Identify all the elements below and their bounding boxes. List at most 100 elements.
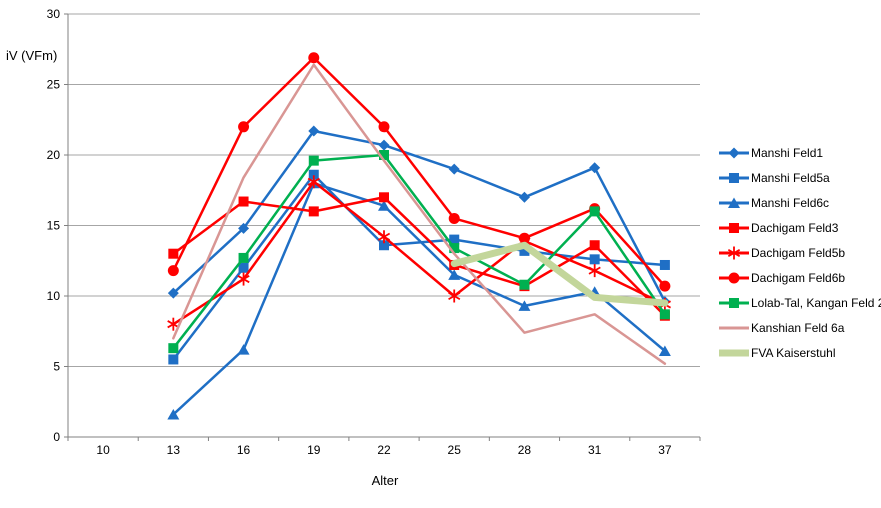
legend-marker-square	[719, 171, 749, 185]
series-line-manshi-feld6c	[172, 181, 667, 416]
legend-item-kanshian-feld-6a[interactable]: Kanshian Feld 6a	[719, 321, 881, 335]
legend: Manshi Feld1 Manshi Feld5a Manshi Feld6c Da…	[719, 146, 881, 360]
legend-item-dachigam-feld6b[interactable]: Dachigam Feld6b	[719, 271, 881, 285]
legend-marker-square	[719, 296, 749, 310]
marker-circle	[167, 265, 179, 277]
x-tick-label: 37	[658, 443, 672, 457]
y-tick-label: 10	[47, 289, 61, 303]
y-tick-label: 15	[47, 219, 61, 233]
marker-square	[659, 259, 670, 270]
marker-square	[238, 262, 249, 273]
legend-label: Dachigam Feld6b	[751, 271, 846, 285]
marker-circle	[308, 52, 320, 64]
marker-square	[449, 243, 460, 254]
marker-triangle	[378, 200, 390, 211]
marker-circle	[238, 121, 250, 133]
marker-diamond	[238, 222, 250, 234]
marker-square	[238, 252, 249, 263]
x-tick-label: 28	[518, 443, 532, 457]
legend-item-fva-kaiserstuhl[interactable]: FVA Kaiserstuhl	[719, 346, 881, 360]
marker-square	[519, 245, 530, 256]
marker-square	[379, 192, 389, 203]
legend-marker-diamond	[719, 146, 749, 160]
marker-triangle	[518, 300, 531, 311]
marker-square	[168, 354, 179, 365]
marker-asterisk	[307, 175, 320, 189]
marker-square	[238, 196, 249, 207]
marker-square	[308, 155, 319, 166]
marker-square	[308, 206, 319, 217]
marker-asterisk	[448, 289, 461, 303]
marker-diamond	[448, 163, 460, 175]
marker-square	[729, 173, 739, 183]
marker-triangle	[167, 408, 180, 420]
y-tick-label: 20	[47, 148, 61, 162]
marker-square	[519, 279, 530, 290]
legend-marker-circle	[719, 271, 749, 285]
legend-item-manshi-feld6c[interactable]: Manshi Feld6c	[719, 196, 881, 210]
marker-square	[729, 223, 739, 233]
marker-asterisk	[727, 246, 741, 260]
marker-asterisk	[167, 317, 180, 331]
legend-label: Dachigam Feld3	[751, 221, 839, 235]
x-tick-label: 10	[96, 443, 110, 457]
marker-circle	[728, 272, 740, 284]
legend-label: Manshi Feld5a	[751, 171, 830, 185]
marker-diamond	[518, 191, 530, 203]
series-line-lolab-tal-kangan-feld-2	[172, 153, 667, 350]
x-axis-title: Alter	[371, 473, 399, 488]
legend-label: FVA Kaiserstuhl	[751, 346, 836, 360]
legend-marker-square	[719, 221, 749, 235]
legend-item-dachigam-feld3[interactable]: Dachigam Feld3	[719, 221, 881, 235]
x-tick-label: 13	[167, 443, 181, 457]
series-line-kanshian-feld-6a	[172, 63, 667, 365]
y-tick-label: 30	[47, 7, 61, 21]
marker-square	[589, 240, 600, 251]
legend-item-dachigam-feld5b[interactable]: Dachigam Feld5b	[719, 246, 881, 260]
series-line-dachigam-feld6b	[172, 56, 667, 288]
marker-square	[168, 248, 179, 259]
marker-square	[449, 234, 460, 245]
series-line-manshi-feld5a	[172, 173, 667, 361]
y-tick-label: 0	[53, 430, 60, 444]
x-tick-label: 25	[448, 443, 462, 457]
y-axis-title: iV (VFm)	[6, 48, 58, 63]
marker-triangle	[658, 345, 671, 356]
marker-diamond	[308, 125, 320, 137]
legend-marker-asterisk	[719, 246, 749, 260]
marker-square	[589, 206, 600, 217]
y-tick-label: 25	[47, 78, 61, 92]
marker-asterisk	[588, 264, 601, 278]
marker-square	[589, 254, 600, 265]
legend-label: Dachigam Feld5b	[751, 246, 846, 260]
marker-square	[379, 150, 389, 160]
marker-circle	[518, 232, 530, 244]
marker-diamond	[728, 147, 740, 159]
marker-square	[168, 343, 179, 354]
marker-square	[379, 240, 389, 251]
marker-square	[659, 309, 670, 320]
marker-diamond	[589, 162, 601, 174]
marker-asterisk	[237, 272, 250, 286]
marker-asterisk	[377, 230, 391, 244]
marker-diamond	[167, 287, 179, 299]
marker-diamond	[378, 139, 390, 151]
x-tick-label: 16	[237, 443, 251, 457]
legend-item-lolab-tal-kangan-feld-2[interactable]: Lolab-Tal, Kangan Feld 2	[719, 296, 881, 310]
legend-item-manshi-feld1[interactable]: Manshi Feld1	[719, 146, 881, 160]
marker-circle	[659, 280, 671, 292]
series-line-manshi-feld1	[172, 129, 667, 303]
legend-item-manshi-feld5a[interactable]: Manshi Feld5a	[719, 171, 881, 185]
marker-circle	[378, 121, 390, 133]
marker-circle	[448, 212, 460, 224]
x-tick-label: 22	[377, 443, 391, 457]
marker-triangle	[728, 197, 740, 208]
marker-triangle	[448, 269, 461, 280]
legend-label: Manshi Feld1	[751, 146, 824, 160]
series-line-fva-kaiserstuhl	[450, 241, 669, 307]
series-line-dachigam-feld5b	[172, 180, 667, 326]
legend-marker-none	[719, 321, 749, 335]
series-line-dachigam-feld3	[172, 196, 667, 317]
